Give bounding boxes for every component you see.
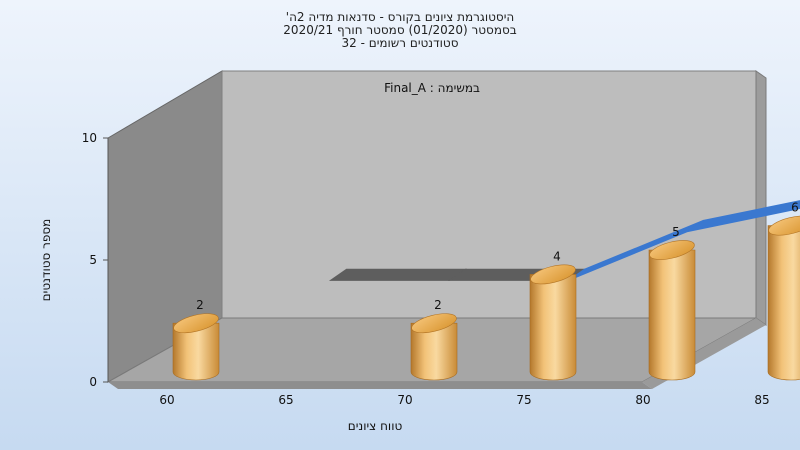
bar-body bbox=[529, 274, 577, 381]
bar: 5 bbox=[648, 225, 696, 381]
bar-series: 2245691 bbox=[172, 201, 800, 381]
chart-title-line-2: בסמסטר (01/2020) סמסטר חורף 2020/21 bbox=[283, 23, 517, 37]
bar-value-label: 4 bbox=[553, 249, 561, 263]
annotation-label: במשימה : Final_A bbox=[384, 81, 480, 95]
bar-body bbox=[172, 322, 220, 381]
bar-cap bbox=[530, 264, 576, 285]
bar-value-label: 6 bbox=[791, 201, 799, 215]
bar: 2 bbox=[410, 298, 458, 381]
x-tick-label: 65 bbox=[278, 393, 293, 407]
chart-title: היסטוגרמת ציונים בקורס - סדנאות מדיה 2ה'… bbox=[0, 11, 800, 50]
x-tick-label: 75 bbox=[516, 393, 531, 407]
y-axis-ticks: 0 5 10 bbox=[82, 131, 108, 389]
bar: 4 bbox=[529, 249, 577, 381]
right-edge bbox=[755, 70, 767, 326]
bar-value-label: 5 bbox=[672, 225, 680, 239]
bar: 6 bbox=[767, 201, 800, 381]
bar: 2 bbox=[172, 298, 220, 381]
x-axis-ticks: 6065707580859095 bbox=[159, 393, 769, 407]
x-tick-label: 85 bbox=[754, 393, 769, 407]
y-tick-label: 10 bbox=[82, 131, 97, 145]
x-tick-label: 60 bbox=[159, 393, 174, 407]
y-tick-label: 0 bbox=[89, 375, 97, 389]
bar-cap bbox=[768, 215, 800, 236]
bar-body bbox=[648, 249, 696, 381]
x-axis-title: טווח ציונים bbox=[348, 419, 403, 433]
bar-body bbox=[767, 225, 800, 381]
chart-title-line-3: סטודנטים רשומים - 32 bbox=[341, 36, 459, 50]
y-axis-title: מספר סטודנטים bbox=[39, 219, 53, 302]
bar-body bbox=[410, 322, 458, 381]
floor-front-edge bbox=[108, 382, 652, 389]
x-tick-label: 80 bbox=[635, 393, 650, 407]
chart-title-line-1: היסטוגרמת ציונים בקורס - סדנאות מדיה 2ה' bbox=[285, 10, 515, 24]
area-series bbox=[328, 200, 800, 281]
bar-value-label: 2 bbox=[434, 298, 442, 312]
bar-value-label: 2 bbox=[196, 298, 204, 312]
bar-cap bbox=[649, 240, 695, 260]
area-segment bbox=[687, 200, 800, 233]
bar-cap bbox=[173, 313, 219, 334]
bar-cap bbox=[411, 313, 457, 334]
x-tick-label: 70 bbox=[397, 393, 412, 407]
y-tick-label: 5 bbox=[89, 253, 97, 267]
area-segment bbox=[328, 268, 468, 281]
